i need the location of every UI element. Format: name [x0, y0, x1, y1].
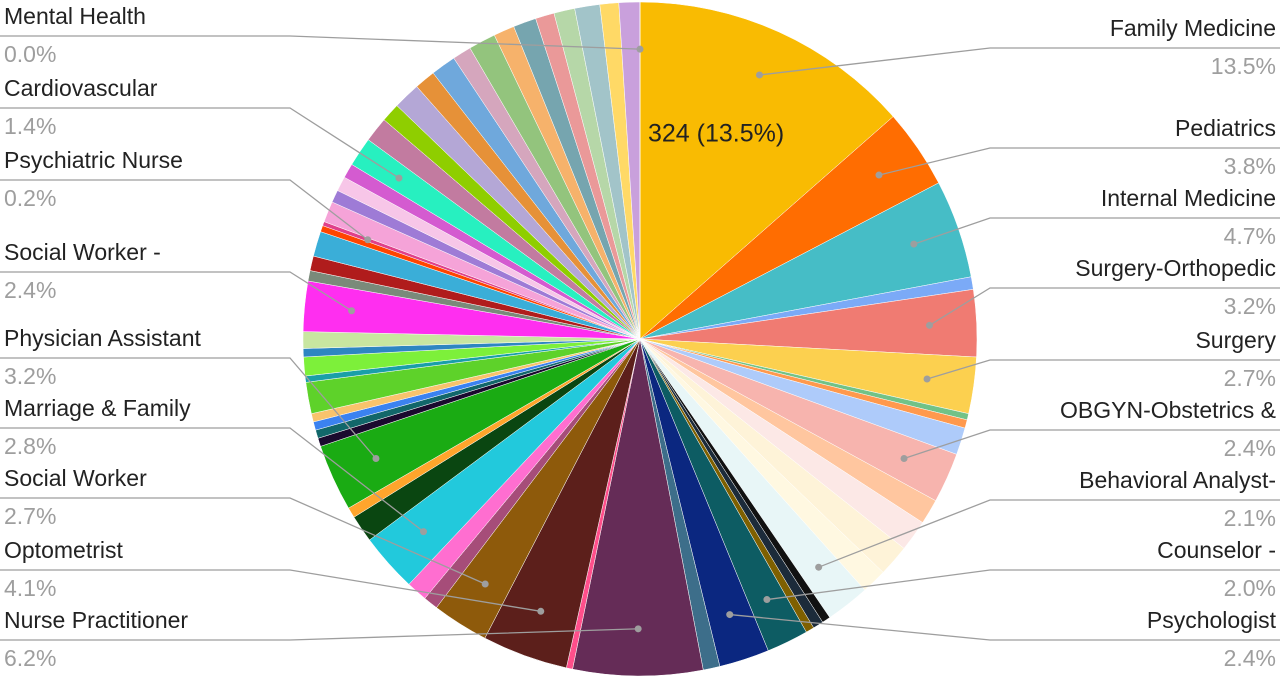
- slice-label: Surgery-Orthopedic: [1075, 255, 1276, 281]
- slice-label: Mental Health: [4, 3, 146, 29]
- slice-percent: 4.1%: [4, 575, 56, 601]
- slice-label: Counselor -: [1157, 537, 1276, 563]
- leader-line: [729, 613, 1280, 641]
- leader-line: [0, 628, 639, 641]
- slice-percent: 2.1%: [1224, 505, 1276, 531]
- slice-label: Cardiovascular: [4, 75, 158, 101]
- leader-line: [929, 287, 1280, 326]
- leader-line: [0, 35, 641, 50]
- slice-label: Optometrist: [4, 537, 123, 563]
- pie: [302, 1, 978, 677]
- slice-percent: 1.4%: [4, 113, 56, 139]
- slice-label: Social Worker -: [4, 239, 161, 265]
- slice-percent: 2.8%: [4, 433, 56, 459]
- leader-dot: [910, 240, 918, 248]
- slice-label: Surgery: [1195, 327, 1276, 353]
- leader-line: [926, 359, 1280, 380]
- leader-dot: [634, 625, 642, 633]
- leader-line: [913, 217, 1280, 245]
- slice-percent: 6.2%: [4, 645, 56, 671]
- slice-percent: 3.2%: [1224, 293, 1276, 319]
- slice-label: Psychiatric Nurse: [4, 147, 183, 173]
- leader-line: [0, 427, 424, 533]
- leader-dot: [395, 174, 403, 182]
- leader-line: [0, 497, 486, 585]
- leader-dot: [755, 71, 763, 79]
- pie-slice: [639, 1, 894, 340]
- leader-dot: [815, 563, 823, 571]
- leader-line: [766, 569, 1280, 601]
- leader-line: [0, 569, 541, 612]
- labels: Family Medicine 13.5% Pediatrics 3.8% Intern…: [0, 3, 1280, 671]
- leader-dot: [419, 528, 427, 536]
- leader-line: [903, 429, 1280, 460]
- slice-percent: 0.0%: [4, 41, 56, 67]
- leader-dot: [726, 611, 734, 619]
- leader-line: [0, 357, 377, 459]
- slice-percent: 2.0%: [1224, 575, 1276, 601]
- leader-dot: [537, 607, 545, 615]
- slice-percent: 0.2%: [4, 185, 56, 211]
- leader-dot: [372, 454, 380, 462]
- leader-dot: [636, 45, 644, 53]
- slice-label: Behavioral Analyst-: [1079, 467, 1276, 493]
- leader-line: [0, 107, 400, 179]
- leader-dot: [875, 171, 883, 179]
- slice-percent: 3.2%: [4, 363, 56, 389]
- leader-dot: [348, 307, 356, 315]
- slice-percent: 2.7%: [4, 503, 56, 529]
- slice-label: Internal Medicine: [1101, 185, 1276, 211]
- slice-percent: 2.4%: [1224, 645, 1276, 671]
- slice-label: Pediatrics: [1175, 115, 1276, 141]
- leader-dot: [925, 321, 933, 329]
- leader-dot: [763, 596, 771, 604]
- leader-dot: [923, 375, 931, 383]
- slice-label: Nurse Practitioner: [4, 607, 188, 633]
- slice-label: Social Worker: [4, 465, 147, 491]
- slice-percent: 2.4%: [4, 277, 56, 303]
- leader-line: [878, 147, 1280, 176]
- leader-dot: [900, 454, 908, 462]
- slice-label: Psychologist: [1147, 607, 1277, 633]
- slice-label: Physician Assistant: [4, 325, 201, 351]
- slice-label: Marriage & Family: [4, 395, 191, 421]
- leader-line: [759, 47, 1280, 76]
- slice-percent: 2.7%: [1224, 365, 1276, 391]
- leader-dot: [364, 236, 372, 244]
- leader-line: [0, 271, 352, 312]
- slice-label: OBGYN-Obstetrics &: [1060, 397, 1276, 423]
- slice-percent: 2.4%: [1224, 435, 1276, 461]
- leader-line: [0, 179, 369, 241]
- pie-slice: [572, 338, 704, 677]
- leader-line: [818, 499, 1280, 568]
- leader-dot: [481, 580, 489, 588]
- slice-label: Family Medicine: [1110, 15, 1276, 41]
- slice-percent: 13.5%: [1211, 53, 1276, 79]
- slice-percent: 4.7%: [1224, 223, 1276, 249]
- slice-percent: 3.8%: [1224, 153, 1276, 179]
- slice-annotation: 324 (13.5%): [648, 120, 784, 148]
